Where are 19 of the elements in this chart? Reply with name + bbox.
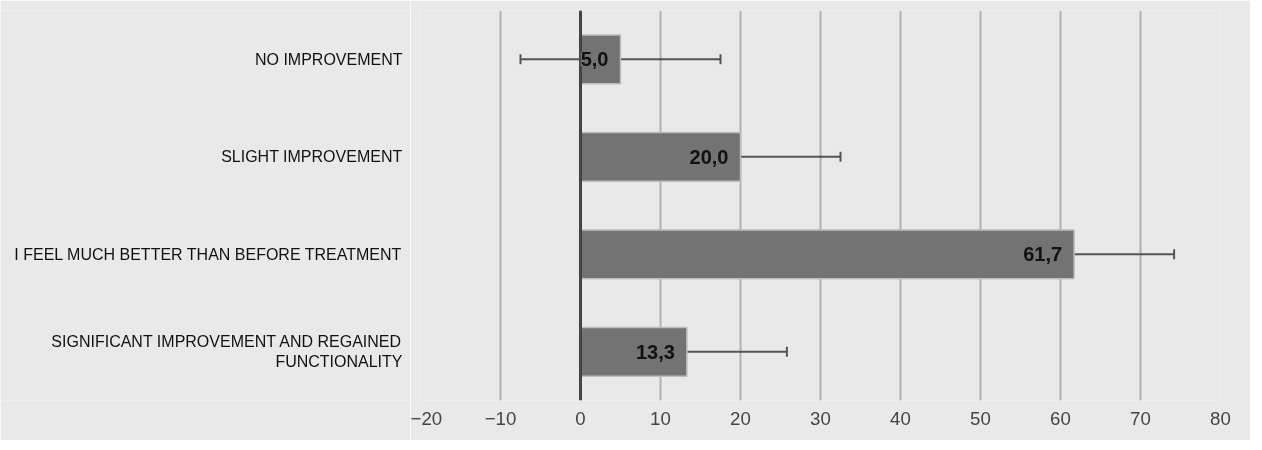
x-tick-label: 60: [1050, 407, 1071, 429]
x-tick-label: 40: [890, 407, 911, 429]
data-label: 5,0: [580, 48, 609, 71]
x-tick-label: 30: [810, 407, 831, 429]
y-tick-label: SLIGHT IMPROVEMENT: [221, 148, 403, 166]
x-tick-label: 80: [1210, 407, 1231, 429]
x-tick-label: 10: [650, 407, 671, 429]
x-tick-label: 50: [970, 407, 991, 429]
x-tick-label: 20: [730, 407, 751, 429]
y-tick-label: SIGNIFICANT IMPROVEMENT AND REGAINED FUNCTIONALITY: [51, 333, 403, 371]
x-tick-label: 0: [575, 407, 586, 429]
x-tick-label: 70: [1130, 407, 1151, 429]
y-tick-label: NO IMPROVEMENT: [254, 50, 403, 68]
data-label: 61,7: [1023, 243, 1063, 266]
y-tick-label: I FEEL MUCH BETTER THAN BEFORE TREATMENT: [14, 245, 402, 263]
x-tick-label: −10: [484, 407, 517, 429]
data-label: 20,0: [689, 145, 729, 168]
x-tick-label: −20: [410, 407, 443, 429]
data-label: 13,3: [635, 340, 675, 363]
